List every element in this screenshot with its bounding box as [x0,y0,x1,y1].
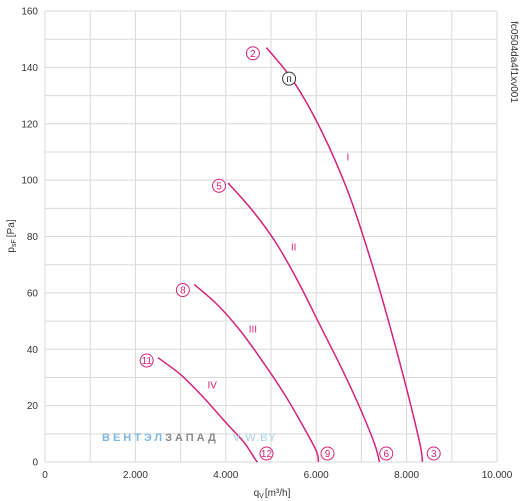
x-axis-label-sub: V [259,493,264,500]
y-axis-label-main: p [6,247,17,253]
series-label: IV [208,381,218,392]
series-label: I [346,152,349,163]
axes: 0 2.000 4.000 6.000 8.000 10.000 0 20 40 60 80 100 1… [21,7,512,482]
series-curve-III [193,283,320,463]
grid [44,10,498,463]
point-marker-circle [320,446,335,461]
curves [157,47,424,463]
y-axis-label: psF [Pa] [6,219,18,252]
x-tick-label: 10.000 [482,470,513,481]
point-marker-label: 8 [180,286,186,297]
y-tick-label: 120 [21,119,38,130]
x-tick-label: 4.000 [213,470,238,481]
y-axis-label-unit: [Pa] [6,219,17,237]
point-marker-label: 9 [325,449,331,460]
point-marker-circle [379,446,394,461]
x-axis-label-unit: [m³/h] [265,488,291,499]
x-tick-label: 0 [42,470,48,481]
y-tick-label: 100 [21,176,38,187]
y-tick-label: 160 [21,7,38,18]
x-axis-label-main: q [254,488,260,499]
point-marker: 2 [245,46,260,61]
x-tick-label: 6.000 [304,470,329,481]
y-axis-label-sub: sF [11,239,18,247]
point-marker-circle [259,446,274,461]
point-marker: 12 [259,446,274,461]
point-marker: 8 [175,283,190,298]
y-tick-label: 40 [27,345,39,356]
point-markers: 2 п 5 8 11 12 9 6 3 [139,46,441,461]
point-marker: 9 [320,446,335,461]
point-marker-circle [245,46,260,61]
series-curve-I [265,47,424,463]
point-marker: 11 [139,353,154,368]
point-marker-circle [426,446,441,461]
y-tick-label: 60 [27,288,39,299]
y-tick-label: 0 [32,458,38,469]
x-tick-label: 8.000 [394,470,419,481]
point-marker-circle [282,71,297,86]
series-curve-IV [157,357,259,463]
watermark: ВЕНТЭЛЗАПАД V-W.BY [102,432,277,444]
y-tick-label: 20 [27,401,39,412]
chart-code-label: fc0504da4f1xv001 [508,21,519,103]
x-axis-label: qV[m³/h] [254,488,291,500]
point-marker-label: 2 [250,49,256,60]
y-tick-label: 80 [27,232,39,243]
watermark-part1: ВЕНТЭЛ [102,432,165,444]
point-marker-label: 11 [142,356,153,367]
point-marker-label: п [286,74,291,85]
point-marker: 6 [379,446,394,461]
point-marker-circle [175,283,190,298]
series-label: II [291,243,297,254]
point-marker-circle [212,178,227,193]
point-marker-label: 12 [261,449,273,460]
point-marker: 5 [212,178,227,193]
point-marker-label: 6 [383,449,389,460]
point-marker: 3 [426,446,441,461]
point-marker-label: 5 [216,181,222,192]
series-label: III [249,324,257,335]
watermark-part3: V-W.BY [233,432,277,444]
x-tick-label: 2.000 [123,470,148,481]
y-tick-label: 140 [21,63,38,74]
series-curve-II [227,182,381,463]
point-marker-circle [139,353,154,368]
point-marker: п [282,71,297,86]
point-marker-label: 3 [431,449,437,460]
watermark-part2: ЗАПАД [165,432,219,444]
